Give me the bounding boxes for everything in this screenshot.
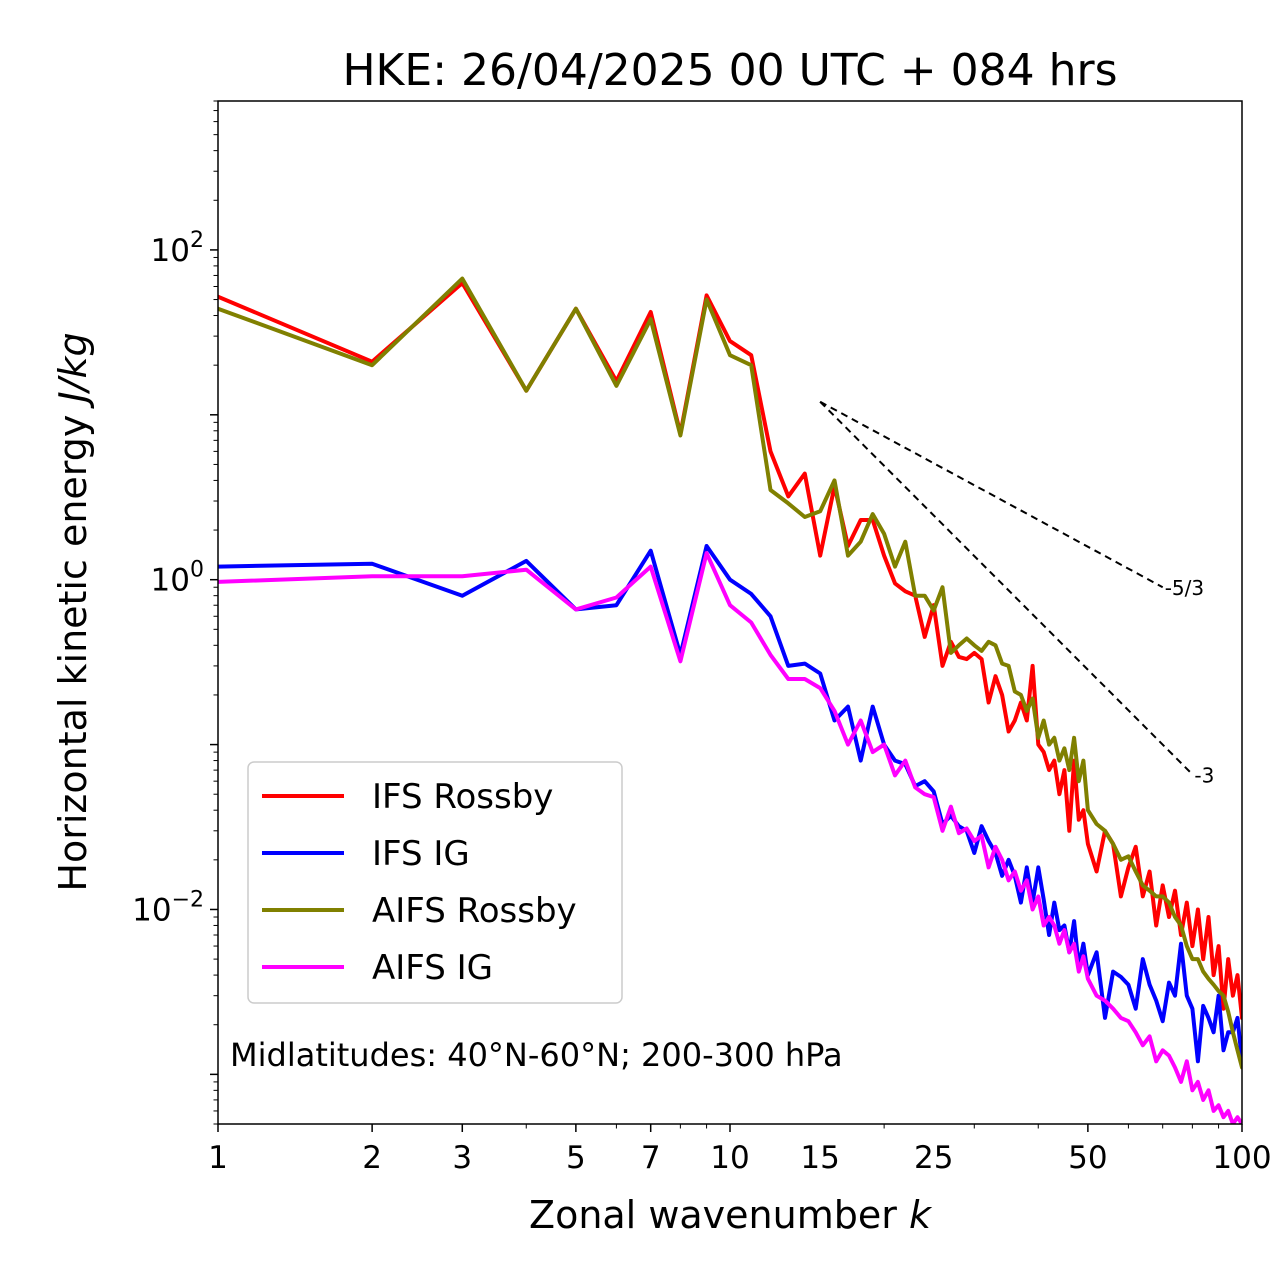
x-tick-label: 2 [362,1140,382,1176]
y-axis-label: Horizontal kinetic energy [51,415,95,892]
reference-slope-label: -3 [1194,763,1214,787]
legend-label: AIFS Rossby [372,891,577,931]
x-tick-label: 1 [208,1140,228,1176]
x-tick-label: 3 [452,1140,472,1176]
x-tick-label: 5 [566,1140,586,1176]
x-tick-label: 15 [800,1140,839,1176]
legend-label: IFS Rossby [372,777,553,817]
x-tick-label: 100 [1212,1140,1271,1176]
series-line-aifs-rossby [218,276,1242,1070]
y-axis-ticks: 102 100 10−2 [132,100,218,1125]
series-line-ifs-ig [218,544,1242,1064]
reference-slope-line [819,400,1164,589]
legend: IFS Rossby IFS IG AIFS Rossby AIFS IG [247,761,623,1004]
y-tick-label: 10−2 [132,887,204,928]
reference-slope-line [819,401,1194,776]
y-tick-label: 102 [151,228,204,269]
chart-title: HKE: 26/04/2025 00 UTC + 084 hrs [342,45,1117,96]
y-tick-label: 100 [151,558,204,599]
legend-label: IFS IG [372,834,470,874]
x-tick-label: 25 [914,1140,953,1176]
legend-label: AIFS IG [372,948,493,988]
series-layer [218,276,1242,1124]
reference-slope-label: -5/3 [1165,576,1204,600]
x-tick-label: 7 [641,1140,661,1176]
reference-slope-layer: -5/3 -3 [819,400,1214,787]
legend-frame [247,761,623,1004]
x-axis-title: Zonal wavenumber k [529,1193,933,1237]
x-tick-label: 50 [1068,1140,1107,1176]
region-annotation: Midlatitudes: 40°N-60°N; 200-300 hPa [230,1036,843,1074]
x-tick-label: 10 [710,1140,749,1176]
x-axis-label: Zonal wavenumber [529,1193,897,1237]
y-axis-unit: J/kg [51,332,95,409]
x-axis-ticks: 1 2 3 5 7 10 15 25 50 100 [208,1124,1272,1176]
x-axis-variable: k [909,1193,933,1237]
series-line-aifs-ig [218,551,1242,1124]
y-axis-title: Horizontal kinetic energy J/kg [51,332,95,891]
